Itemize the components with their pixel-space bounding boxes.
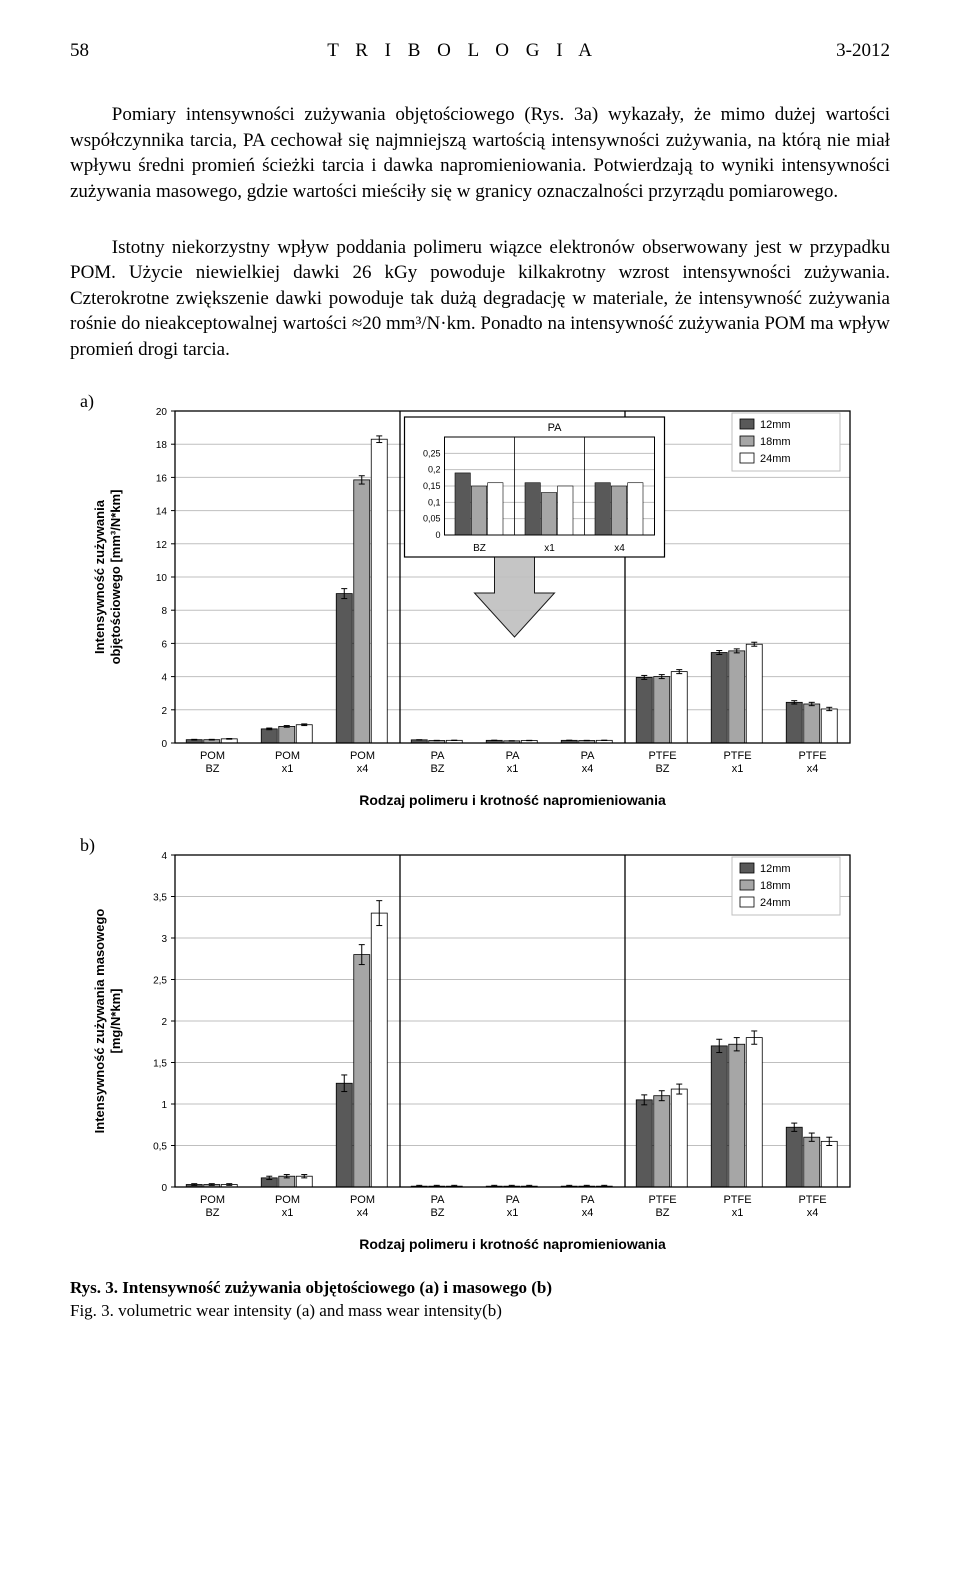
svg-text:8: 8 xyxy=(161,606,167,617)
svg-text:0: 0 xyxy=(161,1183,167,1194)
page-header: 58 T R I B O L O G I A 3-2012 xyxy=(70,40,890,62)
svg-text:x1: x1 xyxy=(507,763,519,775)
svg-text:x1: x1 xyxy=(544,543,555,554)
svg-text:Rodzaj polimeru i krotność nap: Rodzaj polimeru i krotność napromieniowa… xyxy=(359,1236,666,1252)
svg-text:16: 16 xyxy=(156,473,168,484)
svg-text:2: 2 xyxy=(161,1017,167,1028)
svg-text:x1: x1 xyxy=(507,1207,519,1219)
svg-text:PA: PA xyxy=(548,422,563,434)
svg-text:0,1: 0,1 xyxy=(428,497,441,507)
svg-text:x4: x4 xyxy=(614,543,625,554)
body-text: Pomiary intensywności zużywania objętośc… xyxy=(70,102,890,363)
svg-text:0,25: 0,25 xyxy=(423,448,441,458)
svg-text:PA: PA xyxy=(581,1194,596,1206)
journal-name: T R I B O L O G I A xyxy=(327,40,598,62)
svg-text:0: 0 xyxy=(435,530,440,540)
svg-text:Intensywność zużywania: Intensywność zużywania xyxy=(92,499,107,654)
svg-text:x4: x4 xyxy=(357,763,369,775)
chart-a: 02468101214161820POMBZPOMx1POMx4PABZPAx1… xyxy=(90,393,870,813)
svg-text:1,5: 1,5 xyxy=(153,1058,167,1069)
svg-text:2: 2 xyxy=(161,706,167,717)
svg-text:PTFE: PTFE xyxy=(798,750,826,762)
svg-text:PA: PA xyxy=(431,750,446,762)
svg-text:POM: POM xyxy=(200,1194,225,1206)
svg-text:12mm: 12mm xyxy=(760,419,791,431)
svg-text:x4: x4 xyxy=(582,763,594,775)
svg-text:POM: POM xyxy=(350,1194,375,1206)
issue-number: 3-2012 xyxy=(836,40,890,62)
svg-text:BZ: BZ xyxy=(655,763,669,775)
svg-text:PA: PA xyxy=(506,750,521,762)
svg-text:POM: POM xyxy=(275,1194,300,1206)
svg-text:x4: x4 xyxy=(807,1207,819,1219)
svg-text:6: 6 xyxy=(161,639,167,650)
svg-text:x1: x1 xyxy=(732,763,744,775)
svg-text:PTFE: PTFE xyxy=(648,1194,676,1206)
svg-text:12mm: 12mm xyxy=(760,863,791,875)
body-paragraph: Istotny niekorzystny wpływ poddania poli… xyxy=(70,235,890,363)
svg-text:10: 10 xyxy=(156,573,168,584)
svg-text:PTFE: PTFE xyxy=(798,1194,826,1206)
svg-text:PA: PA xyxy=(506,1194,521,1206)
svg-text:PTFE: PTFE xyxy=(723,750,751,762)
svg-text:12: 12 xyxy=(156,540,168,551)
svg-text:objętościowego [mm³/N*km]: objętościowego [mm³/N*km] xyxy=(108,489,123,664)
svg-text:18: 18 xyxy=(156,440,168,451)
svg-text:14: 14 xyxy=(156,506,168,517)
svg-text:x4: x4 xyxy=(357,1207,369,1219)
svg-text:24mm: 24mm xyxy=(760,453,791,465)
svg-text:20: 20 xyxy=(156,407,168,418)
caption-en: Fig. 3. volumetric wear intensity (a) an… xyxy=(70,1300,890,1323)
svg-text:PA: PA xyxy=(581,750,596,762)
svg-text:x1: x1 xyxy=(282,763,294,775)
svg-text:BZ: BZ xyxy=(205,763,219,775)
svg-text:POM: POM xyxy=(275,750,300,762)
chart-a-wrap: a) 02468101214161820POMBZPOMx1POMx4PABZP… xyxy=(70,393,890,813)
svg-text:4: 4 xyxy=(161,672,167,683)
svg-text:BZ: BZ xyxy=(473,543,486,554)
svg-text:Intensywność zużywania masoweg: Intensywność zużywania masowego xyxy=(92,908,107,1133)
chart-b: 00,511,522,533,54POMBZPOMx1POMx4PABZPAx1… xyxy=(90,837,870,1257)
panel-label-b: b) xyxy=(80,835,95,856)
svg-text:PA: PA xyxy=(431,1194,446,1206)
svg-text:x4: x4 xyxy=(807,763,819,775)
svg-text:POM: POM xyxy=(350,750,375,762)
svg-text:18mm: 18mm xyxy=(760,436,791,448)
svg-text:3,5: 3,5 xyxy=(153,892,167,903)
panel-label-a: a) xyxy=(80,391,94,412)
svg-text:24mm: 24mm xyxy=(760,897,791,909)
svg-text:0,5: 0,5 xyxy=(153,1141,167,1152)
chart-b-wrap: b) 00,511,522,533,54POMBZPOMx1POMx4PABZP… xyxy=(70,837,890,1257)
svg-text:1: 1 xyxy=(161,1100,167,1111)
svg-text:POM: POM xyxy=(200,750,225,762)
svg-text:PTFE: PTFE xyxy=(648,750,676,762)
svg-text:0,05: 0,05 xyxy=(423,513,441,523)
svg-text:BZ: BZ xyxy=(430,763,444,775)
svg-text:3: 3 xyxy=(161,934,167,945)
svg-text:x1: x1 xyxy=(732,1207,744,1219)
svg-text:x4: x4 xyxy=(582,1207,594,1219)
svg-text:PTFE: PTFE xyxy=(723,1194,751,1206)
svg-text:18mm: 18mm xyxy=(760,880,791,892)
svg-text:0,2: 0,2 xyxy=(428,464,441,474)
svg-text:4: 4 xyxy=(161,851,167,862)
page-number: 58 xyxy=(70,40,89,62)
figure-caption: Rys. 3. Intensywność zużywania objętości… xyxy=(70,1277,890,1323)
caption-pl: Rys. 3. Intensywność zużywania objętości… xyxy=(70,1277,890,1300)
svg-text:0,15: 0,15 xyxy=(423,481,441,491)
svg-text:BZ: BZ xyxy=(205,1207,219,1219)
svg-text:BZ: BZ xyxy=(655,1207,669,1219)
svg-text:Rodzaj polimeru i krotność nap: Rodzaj polimeru i krotność napromieniowa… xyxy=(359,792,666,808)
svg-text:0: 0 xyxy=(161,739,167,750)
svg-text:2,5: 2,5 xyxy=(153,975,167,986)
body-paragraph: Pomiary intensywności zużywania objętośc… xyxy=(70,102,890,205)
svg-text:BZ: BZ xyxy=(430,1207,444,1219)
svg-text:[mg/N*km]: [mg/N*km] xyxy=(108,988,123,1053)
svg-text:x1: x1 xyxy=(282,1207,294,1219)
